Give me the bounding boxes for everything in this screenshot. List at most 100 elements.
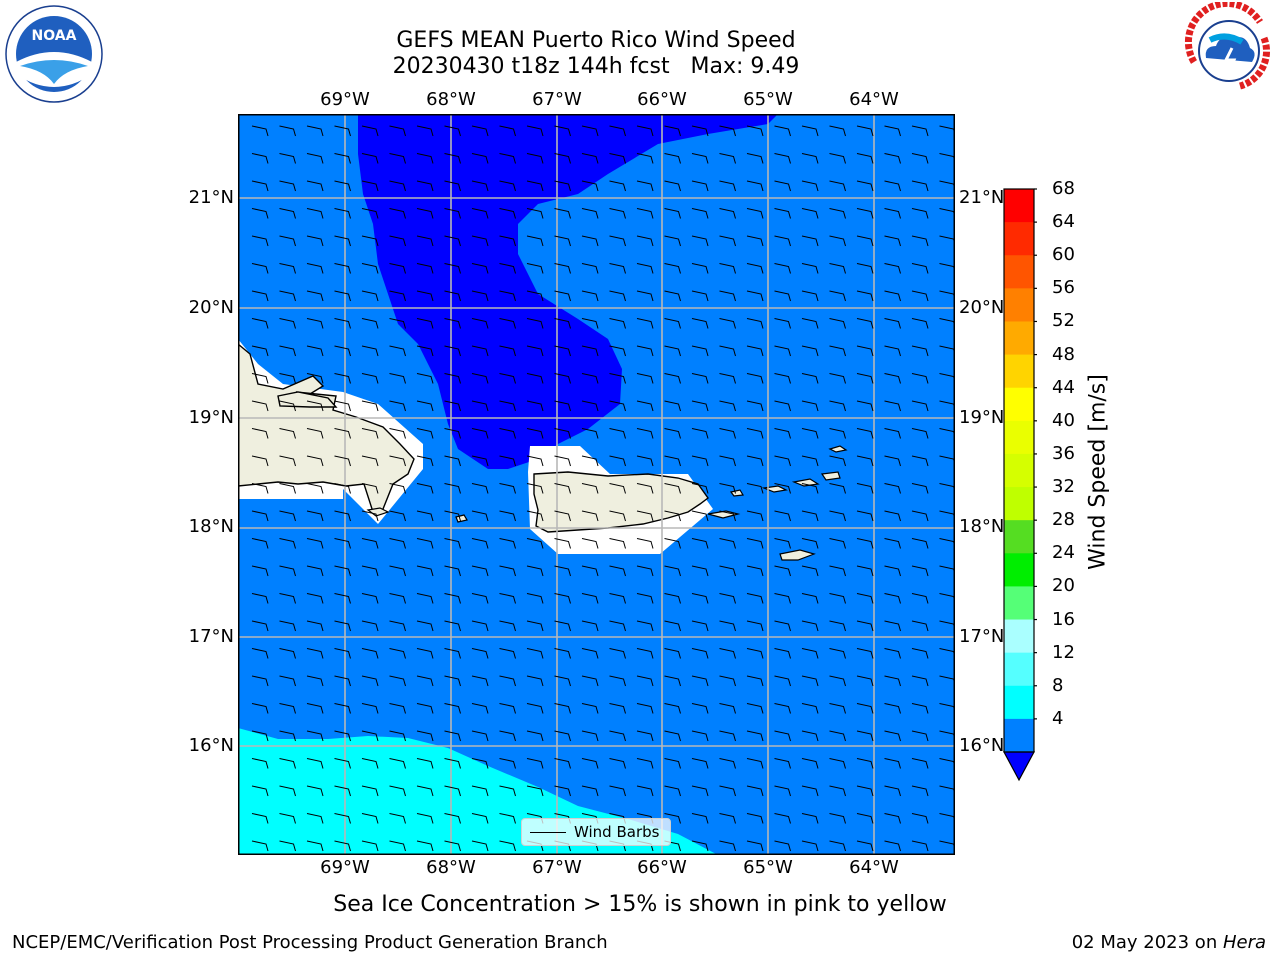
wind-barb [416, 813, 434, 824]
wind-barb [636, 510, 654, 522]
colorbar-tick-label: 24 [1052, 542, 1075, 564]
wind-barb [746, 813, 764, 824]
wind-barb [774, 593, 791, 604]
wind-barb [334, 730, 351, 742]
wind-barb [856, 813, 874, 824]
wind-barb [306, 565, 324, 577]
wind-barb [306, 813, 324, 824]
wind-barb [251, 538, 269, 549]
lon-label-top-66w: 66°W [637, 89, 687, 110]
colorbar-band [1004, 685, 1034, 720]
colorbar-band [1004, 553, 1034, 587]
wind-barb [306, 345, 324, 357]
wind-barb [581, 593, 599, 604]
wind-barb [279, 235, 296, 247]
wind-barb [609, 730, 626, 742]
wind-barb [279, 483, 296, 494]
wind-barb [664, 373, 681, 384]
wind-barb [719, 785, 736, 797]
wind-barb [251, 510, 269, 522]
wind-barb [526, 153, 544, 164]
wind-barb [444, 758, 461, 769]
wind-barb [829, 510, 846, 522]
colorbar-band [1004, 453, 1034, 488]
wind-barb [306, 235, 324, 247]
wind-barb [636, 620, 654, 632]
wind-barb [444, 483, 461, 494]
wind-barb [664, 703, 681, 714]
wind-barb [279, 400, 296, 412]
wind-barb [801, 483, 819, 494]
wind-barb [609, 400, 626, 412]
wind-barb [306, 758, 324, 769]
wind-barb [691, 620, 709, 632]
wind-barb [389, 593, 406, 604]
wind-barb [774, 263, 791, 274]
wind-barb [856, 593, 874, 604]
wind-barb [251, 290, 269, 302]
wind-barb [471, 510, 489, 522]
wind-barb [884, 455, 901, 467]
wind-barb [691, 153, 709, 164]
wind-barb [746, 538, 764, 549]
wind-barb [636, 290, 654, 302]
wind-barb [884, 538, 901, 549]
wind-barb [279, 455, 296, 467]
wind-barb [306, 675, 324, 687]
wind-barb [389, 758, 406, 769]
wind-barb [746, 703, 764, 714]
wind-barb [719, 400, 736, 412]
wind-barb [609, 153, 626, 164]
wind-barb [554, 455, 571, 467]
wind-barb [801, 235, 819, 247]
wind-barb [691, 675, 709, 687]
wind-barb [251, 153, 269, 164]
wind-barb [664, 813, 681, 824]
wind-barb [911, 703, 929, 714]
wind-barb [416, 840, 434, 852]
wind-barb [856, 400, 874, 412]
wind-barb [526, 758, 544, 769]
wind-barb [884, 235, 901, 247]
wind-barb [279, 180, 296, 192]
wind-barb [636, 208, 654, 219]
wind-barb [251, 428, 269, 439]
low-wind-region [358, 114, 778, 469]
wind-barb [306, 373, 324, 384]
wind-barb [306, 455, 324, 467]
wind-barb [334, 125, 351, 137]
wind-barb [471, 840, 489, 852]
colorbar-band [1004, 387, 1034, 422]
wind-barb [444, 510, 461, 522]
wind-barb [609, 318, 626, 329]
wind-barb [306, 263, 324, 274]
lat-label-right-20n: 20°N [959, 297, 1005, 318]
wind-barb [499, 538, 516, 549]
lat-label-right-21n: 21°N [959, 187, 1005, 208]
wind-barb [774, 400, 791, 412]
wind-barb [334, 180, 351, 192]
wind-barb [279, 840, 296, 852]
colorbar-tick-label: 40 [1052, 409, 1075, 431]
wind-barb [334, 235, 351, 247]
wind-barb [581, 290, 599, 302]
wind-barb [361, 620, 379, 632]
wind-barb [389, 290, 406, 302]
wind-barb [884, 648, 901, 659]
wind-barb [499, 373, 516, 384]
wind-barb [884, 428, 901, 439]
wind-barb [829, 483, 846, 494]
wind-barb [279, 538, 296, 549]
wind-barb [416, 153, 434, 164]
wind-barb [829, 730, 846, 742]
wind-barb [774, 648, 791, 659]
wind-barb [746, 373, 764, 384]
wind-barb [911, 840, 929, 852]
wind-barb [774, 813, 791, 824]
wind-barb [416, 565, 434, 577]
wind-barb [361, 263, 379, 274]
wind-barb [719, 455, 736, 467]
colorbar-band [1004, 520, 1034, 554]
wind-barb [664, 180, 681, 192]
wind-barb [471, 758, 489, 769]
